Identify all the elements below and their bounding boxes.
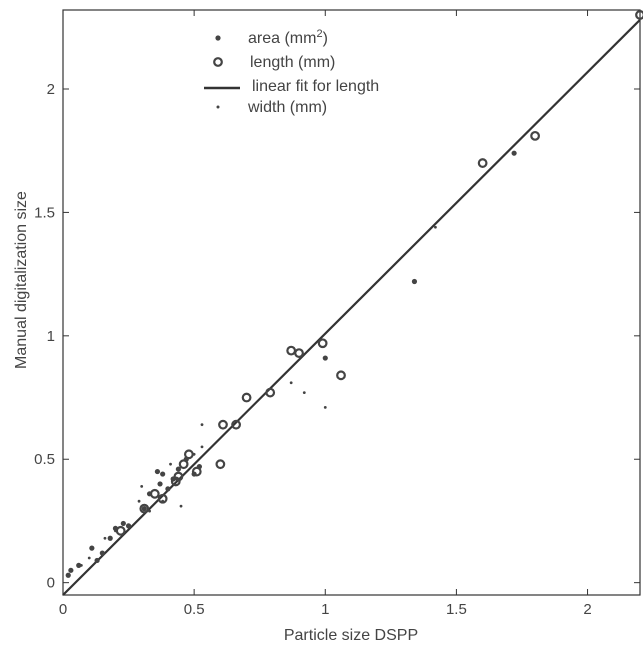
point-open-circle-9 [215,459,226,470]
legend-label-width: width (mm) [247,99,327,116]
point-filled-dot-14 [160,471,166,477]
point-filled-dot-4 [94,557,100,564]
point-filled-dot-17 [175,466,181,472]
point-small-dot-4 [137,499,141,503]
point-open-circle-2 [149,488,160,499]
x-tick-label-3: 1.5 [446,601,467,618]
point-small-dot-2 [103,536,107,540]
x-tick-label-2: 1 [321,601,329,618]
point-open-circle-14 [286,345,297,356]
legend-marker-area [215,35,221,41]
legend-label-fit: linear fit for length [252,78,379,95]
point-small-dot-5 [140,484,144,488]
x-axis-label: Particle size DSPP [284,627,418,644]
point-open-circle-15 [294,348,304,359]
point-open-circle-19 [530,130,540,141]
point-filled-dot-15 [165,486,171,492]
point-open-circle-8 [191,466,202,477]
point-filled-dot-22 [411,278,418,285]
legend: area (mm2) length (mm) linear fit for le… [204,28,379,116]
point-small-dot-14 [302,391,306,394]
point-filled-dot-0 [65,572,71,578]
axis-ticks: 0 0.5 1 1.5 2 0 0.5 1 1.5 2 [34,10,640,618]
point-open-circle-10 [218,419,228,430]
fit-line [62,19,641,596]
point-small-dot-15 [323,406,327,409]
legend-label-area-tail: ) [323,30,328,47]
legend-label-area-base: area (mm [248,30,316,47]
legend-marker-length [213,57,223,67]
point-small-dot-10 [192,452,196,456]
point-filled-dot-21 [322,355,328,361]
y-tick-label-1: 0.5 [34,451,55,468]
point-open-circle-20 [635,10,643,20]
x-tick-label-1: 0.5 [184,601,205,618]
point-small-dot-1 [87,556,91,560]
legend-marker-width [216,105,220,109]
y-axis-label: Manual digitalization size [13,191,30,369]
point-open-circle-12 [241,392,252,403]
point-filled-dot-13 [157,481,163,487]
legend-label-area: area (mm2) [248,28,328,47]
legend-label-area-sup: 2 [316,28,322,40]
data-points [65,10,643,578]
point-open-circle-13 [265,387,276,398]
point-open-circle-1 [139,503,150,514]
y-tick-label-0: 0 [47,575,55,592]
x-tick-label-0: 0 [59,601,67,618]
x-tick-label-4: 2 [583,601,591,618]
point-small-dot-13 [289,381,293,385]
y-tick-label-3: 1.5 [34,204,55,221]
y-tick-label-2: 1 [47,328,55,345]
point-filled-dot-8 [120,520,126,527]
point-filled-dot-12 [154,468,161,475]
point-filled-dot-1 [68,567,74,573]
point-open-circle-6 [178,459,189,470]
point-small-dot-16 [434,225,437,229]
point-small-dot-8 [169,462,172,466]
point-open-circle-16 [317,338,328,349]
point-small-dot-7 [161,499,165,503]
point-small-dot-0 [79,563,83,567]
point-open-circle-5 [173,471,184,482]
fit-line-layer [62,19,641,596]
point-open-circle-11 [231,419,242,430]
point-filled-dot-23 [511,150,517,156]
point-small-dot-9 [179,504,183,508]
plot-frame [62,9,641,596]
point-open-circle-17 [336,370,346,381]
point-open-circle-0 [115,525,126,536]
point-small-dot-6 [148,509,151,513]
point-filled-dot-6 [107,535,113,541]
point-open-circle-18 [477,158,488,168]
legend-label-length: length (mm) [250,54,335,71]
point-small-dot-11 [200,445,204,449]
point-open-circle-7 [183,449,194,460]
point-small-dot-12 [200,423,204,427]
point-small-dot-3 [114,529,117,533]
point-filled-dot-10 [141,506,147,512]
point-filled-dot-5 [99,550,105,556]
point-filled-dot-9 [125,523,132,529]
point-filled-dot-3 [89,545,95,551]
y-tick-label-4: 2 [47,81,55,98]
point-filled-dot-2 [76,562,82,568]
